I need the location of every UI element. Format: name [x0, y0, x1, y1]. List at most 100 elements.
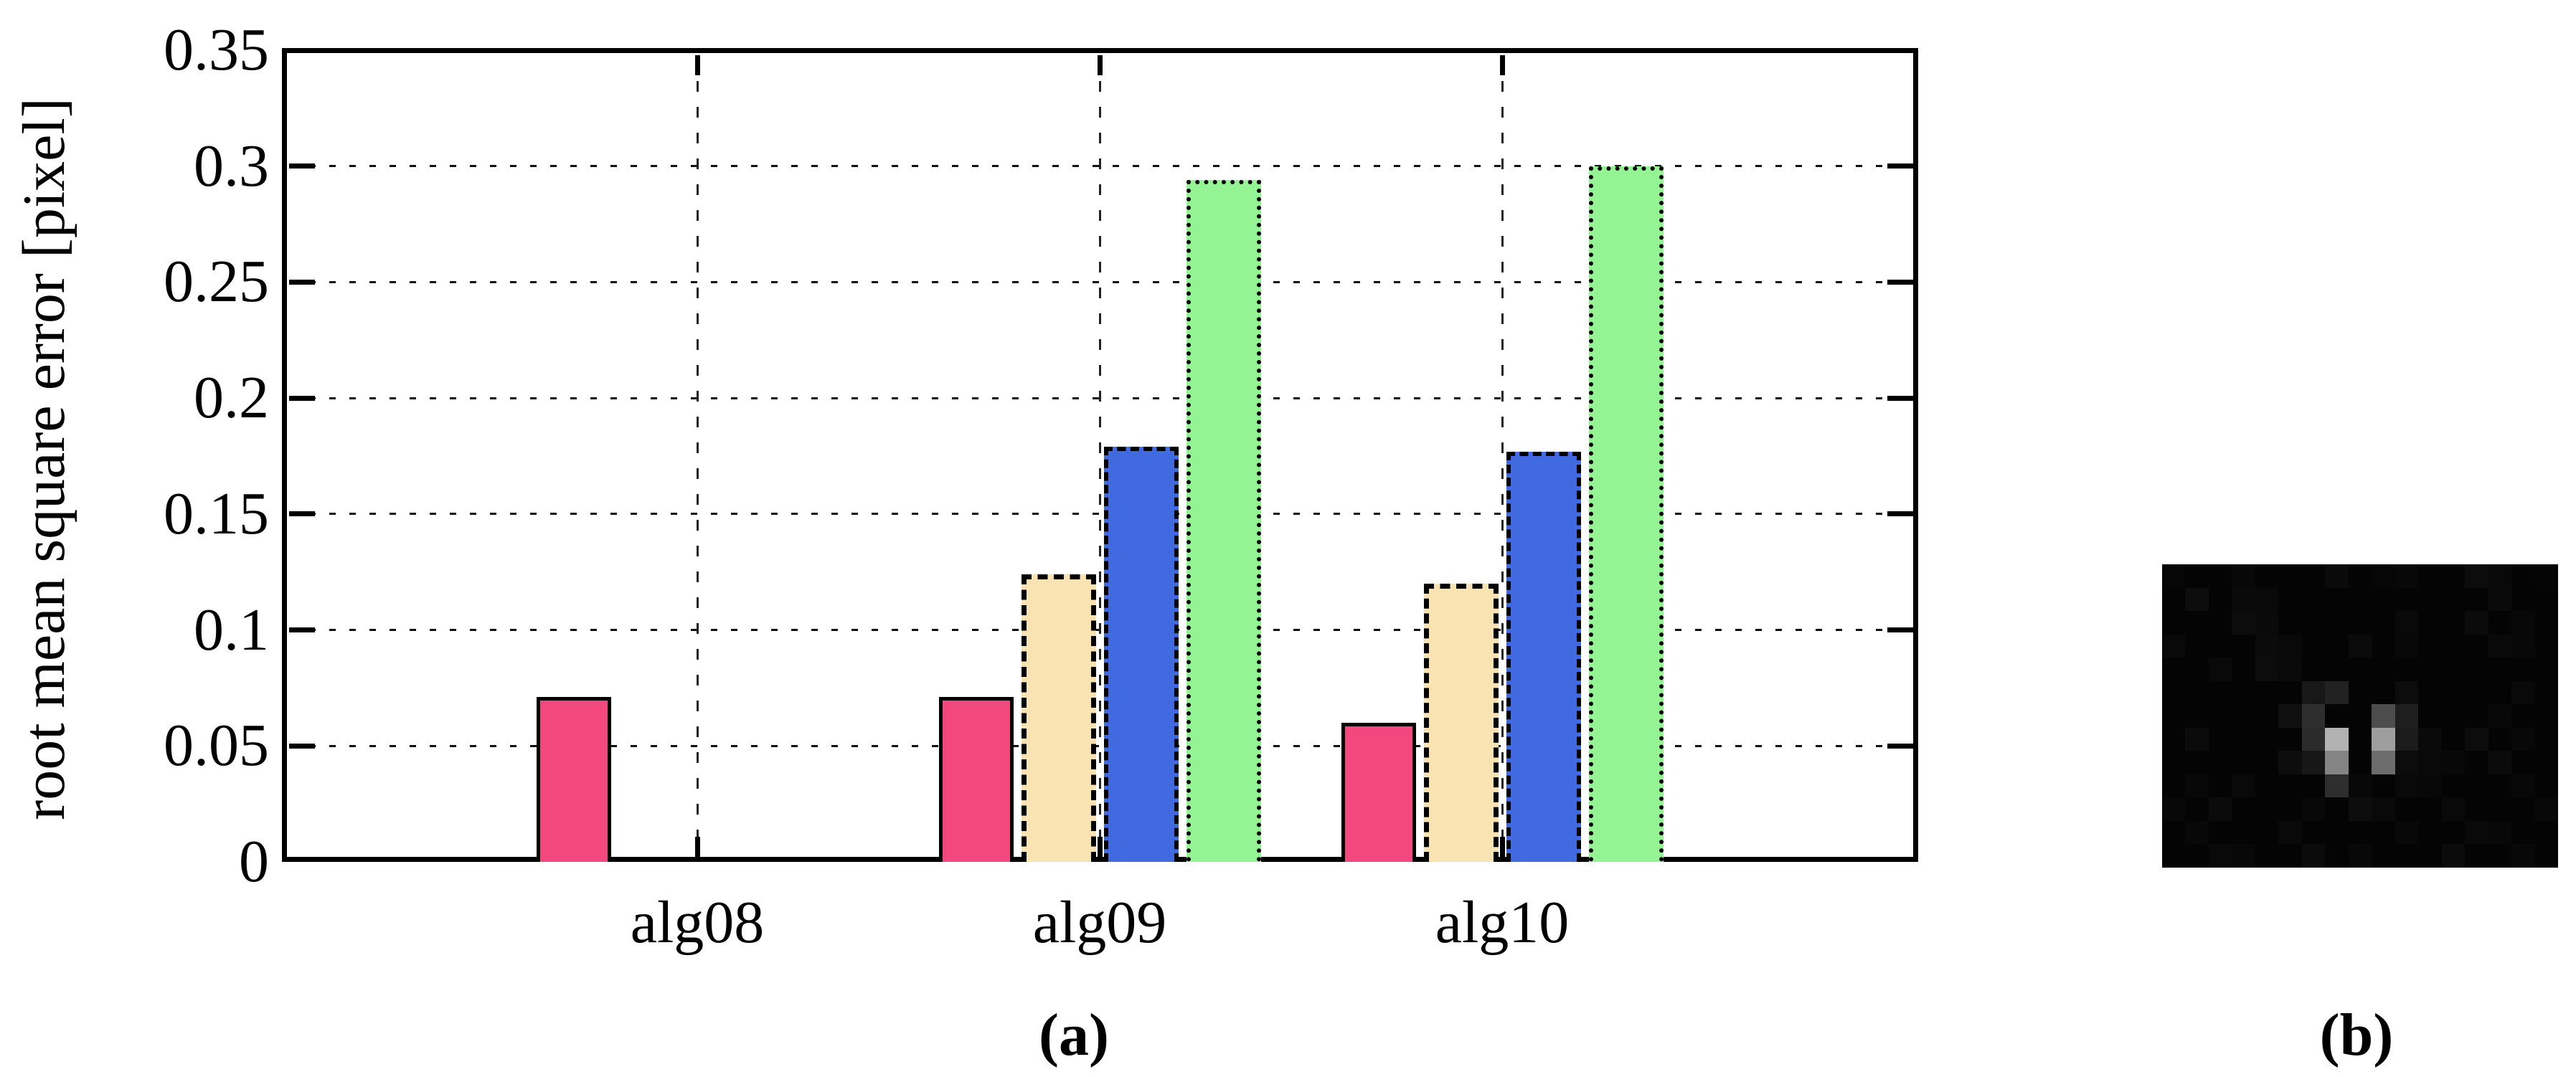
pixel-cell [2534, 680, 2558, 705]
pixel-cell [2278, 587, 2302, 612]
vertical-gridline [1098, 55, 1101, 857]
pixel-cell [2418, 564, 2442, 588]
speckle-image [2162, 564, 2558, 868]
pixel-cell [2418, 587, 2442, 612]
bar-pink-alg08 [536, 697, 611, 862]
pixel-cell [2465, 820, 2488, 845]
x-tick-label: alg10 [1435, 889, 1570, 956]
pixel-cell [2232, 680, 2255, 705]
pixel-cell [2395, 751, 2419, 774]
pixel-cell [2255, 564, 2279, 588]
pixel-cell [2208, 727, 2232, 751]
bar-pink-alg09 [938, 697, 1014, 862]
pixel-cell [2162, 727, 2186, 751]
y-tick-label: 0 [239, 828, 269, 895]
bar-tan-alg09 [1021, 574, 1096, 862]
pixel-cell [2255, 727, 2279, 751]
pixel-cell [2162, 820, 2186, 845]
pixel-cell [2488, 658, 2512, 681]
pixel-cell [2441, 564, 2466, 588]
pixel-cell [2534, 587, 2558, 612]
pixel-cell [2488, 634, 2512, 658]
pixel-cell [2255, 820, 2279, 845]
x-tick-bottom [694, 837, 700, 857]
pixel-cell [2278, 634, 2302, 658]
pixel-cell [2301, 658, 2326, 681]
pixel-cell [2441, 797, 2466, 821]
vertical-gridline [1501, 55, 1504, 857]
pixel-cell [2372, 680, 2395, 705]
x-tick-bottom [1499, 837, 1505, 857]
pixel-cell [2162, 704, 2186, 728]
pixel-cell [2348, 611, 2372, 635]
pixel-cell [2325, 564, 2349, 588]
pixel-cell [2278, 774, 2302, 798]
pixel-cell [2162, 611, 2186, 635]
pixel-cell [2208, 634, 2232, 658]
pixel-cell [2348, 797, 2372, 821]
pixel-cell [2232, 820, 2255, 845]
pixel-cell [2534, 797, 2558, 821]
y-tick-right [1887, 163, 1913, 169]
bar-tan-alg10 [1423, 583, 1499, 862]
pixel-cell [2325, 751, 2349, 774]
pixel-cell [2278, 658, 2302, 681]
pixel-cell [2232, 587, 2255, 612]
pixel-cell [2372, 704, 2395, 728]
pixel-cell [2162, 564, 2186, 588]
pixel-cell [2465, 797, 2488, 821]
pixel-cell [2465, 844, 2488, 868]
pixel-cell [2441, 820, 2466, 845]
pixel-cell [2325, 820, 2349, 845]
plot-frame [282, 48, 1918, 862]
pixel-cell [2534, 658, 2558, 681]
pixel-cell [2418, 634, 2442, 658]
pixel-cell [2395, 587, 2419, 612]
pixel-cell [2208, 751, 2232, 774]
pixel-cell [2418, 797, 2442, 821]
pixel-cell [2255, 797, 2279, 821]
y-tick-label: 0.15 [164, 480, 269, 547]
pixel-cell [2208, 587, 2232, 612]
pixel-cell [2301, 820, 2326, 845]
pixel-cell [2208, 658, 2232, 681]
pixel-cell [2301, 680, 2326, 705]
pixel-cell [2255, 634, 2279, 658]
pixel-cell [2162, 774, 2186, 798]
x-tick-label: alg09 [1032, 889, 1167, 956]
pixel-cell [2534, 820, 2558, 845]
pixel-cell [2511, 774, 2535, 798]
pixel-cell [2255, 658, 2279, 681]
pixel-cell [2278, 611, 2302, 635]
pixel-cell [2395, 844, 2419, 868]
horizontal-gridline [289, 744, 1913, 747]
pixel-cell [2301, 727, 2326, 751]
pixel-cell [2255, 587, 2279, 612]
y-tick-label: 0.25 [164, 248, 269, 315]
pixel-cell [2465, 611, 2488, 635]
pixel-cell [2185, 820, 2209, 845]
pixel-cell [2418, 844, 2442, 868]
y-tick-right [1887, 627, 1913, 633]
pixel-cell [2255, 611, 2279, 635]
y-tick-right [1887, 279, 1913, 285]
y-axis-title: root mean square error [pixel] [11, 98, 77, 820]
pixel-cell [2372, 844, 2395, 868]
horizontal-gridline [289, 629, 1913, 632]
pixel-cell [2534, 564, 2558, 588]
pixel-cell [2255, 844, 2279, 868]
pixel-cell [2325, 727, 2349, 751]
pixel-cell [2325, 658, 2349, 681]
pixel-cell [2372, 658, 2395, 681]
pixel-cell [2162, 751, 2186, 774]
pixel-cell [2372, 797, 2395, 821]
pixel-cell [2511, 820, 2535, 845]
pixel-cell [2418, 727, 2442, 751]
pixel-cell [2372, 774, 2395, 798]
pixel-cell [2372, 727, 2395, 751]
pixel-cell [2255, 704, 2279, 728]
x-tick-top [1097, 55, 1103, 75]
pixel-cell [2208, 564, 2232, 588]
pixel-cell [2488, 820, 2512, 845]
